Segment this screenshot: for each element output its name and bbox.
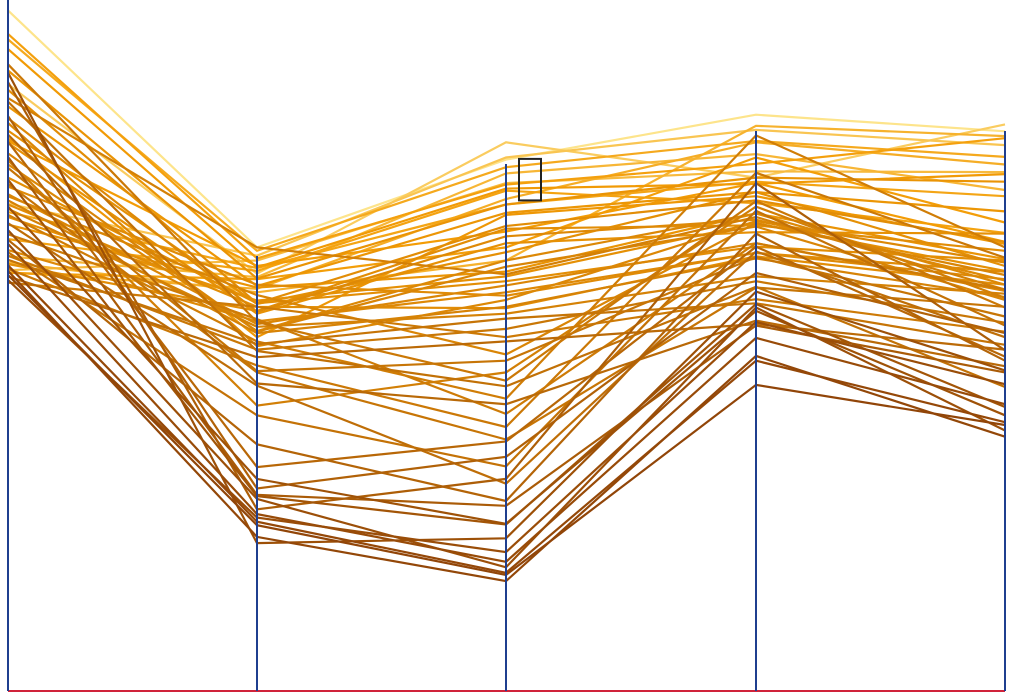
brush-layer[interactable] bbox=[518, 157, 542, 202]
brush-selection[interactable] bbox=[518, 157, 542, 202]
data-polyline-60 bbox=[7, 128, 1006, 257]
data-polyline-1 bbox=[7, 9, 1006, 249]
axes-layer bbox=[7, 0, 1006, 692]
